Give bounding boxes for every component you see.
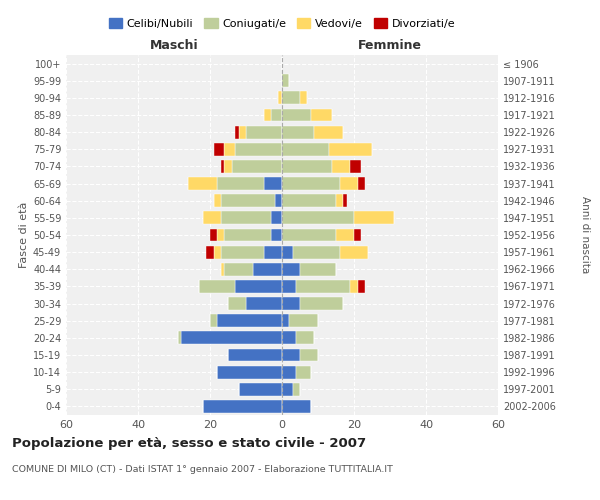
- Bar: [235, 280, 282, 293]
- Bar: [214, 143, 224, 156]
- Bar: [214, 194, 221, 207]
- Bar: [235, 126, 239, 138]
- Bar: [282, 92, 300, 104]
- Bar: [210, 314, 217, 327]
- Bar: [350, 280, 358, 293]
- Bar: [253, 263, 282, 276]
- Bar: [282, 160, 332, 173]
- Bar: [239, 383, 282, 396]
- Bar: [221, 194, 275, 207]
- Bar: [217, 314, 282, 327]
- Bar: [336, 194, 343, 207]
- Bar: [354, 212, 394, 224]
- Bar: [271, 108, 282, 122]
- Bar: [246, 126, 282, 138]
- Bar: [340, 177, 358, 190]
- Bar: [210, 228, 217, 241]
- Bar: [314, 126, 343, 138]
- Bar: [217, 177, 264, 190]
- Bar: [282, 108, 311, 122]
- Bar: [282, 332, 296, 344]
- Bar: [282, 297, 300, 310]
- Bar: [264, 108, 271, 122]
- Bar: [178, 332, 181, 344]
- Bar: [221, 212, 271, 224]
- Bar: [282, 74, 289, 87]
- Text: Maschi: Maschi: [149, 38, 199, 52]
- Bar: [329, 143, 372, 156]
- Bar: [282, 263, 300, 276]
- Bar: [332, 160, 350, 173]
- Bar: [282, 228, 336, 241]
- Bar: [228, 348, 282, 362]
- Bar: [271, 212, 282, 224]
- Bar: [282, 400, 311, 413]
- Bar: [282, 212, 354, 224]
- Bar: [282, 194, 336, 207]
- Bar: [203, 212, 221, 224]
- Bar: [224, 228, 271, 241]
- Bar: [278, 92, 282, 104]
- Bar: [293, 383, 300, 396]
- Bar: [275, 194, 282, 207]
- Bar: [239, 126, 246, 138]
- Bar: [217, 228, 224, 241]
- Bar: [293, 246, 340, 258]
- Bar: [282, 348, 300, 362]
- Bar: [206, 246, 214, 258]
- Bar: [199, 280, 235, 293]
- Bar: [221, 263, 224, 276]
- Bar: [221, 246, 264, 258]
- Bar: [336, 228, 354, 241]
- Bar: [358, 177, 365, 190]
- Text: Popolazione per età, sesso e stato civile - 2007: Popolazione per età, sesso e stato civil…: [12, 438, 366, 450]
- Bar: [354, 228, 361, 241]
- Text: Femmine: Femmine: [358, 38, 422, 52]
- Bar: [300, 297, 343, 310]
- Bar: [282, 366, 296, 378]
- Bar: [264, 177, 282, 190]
- Bar: [300, 348, 318, 362]
- Bar: [300, 263, 336, 276]
- Bar: [296, 332, 314, 344]
- Bar: [282, 177, 340, 190]
- Bar: [343, 194, 347, 207]
- Bar: [282, 314, 289, 327]
- Bar: [358, 280, 365, 293]
- Legend: Celibi/Nubili, Coniugati/e, Vedovi/e, Divorziati/e: Celibi/Nubili, Coniugati/e, Vedovi/e, Di…: [104, 14, 460, 34]
- Bar: [217, 366, 282, 378]
- Bar: [271, 228, 282, 241]
- Bar: [311, 108, 332, 122]
- Bar: [282, 143, 329, 156]
- Text: Anni di nascita: Anni di nascita: [580, 196, 590, 274]
- Bar: [296, 366, 311, 378]
- Bar: [246, 297, 282, 310]
- Bar: [282, 280, 296, 293]
- Bar: [224, 263, 253, 276]
- Bar: [289, 314, 318, 327]
- Bar: [232, 160, 282, 173]
- Bar: [264, 246, 282, 258]
- Bar: [188, 177, 217, 190]
- Y-axis label: Fasce di età: Fasce di età: [19, 202, 29, 268]
- Bar: [340, 246, 368, 258]
- Bar: [224, 143, 235, 156]
- Bar: [181, 332, 282, 344]
- Bar: [282, 246, 293, 258]
- Bar: [282, 126, 314, 138]
- Bar: [221, 160, 224, 173]
- Text: COMUNE DI MILO (CT) - Dati ISTAT 1° gennaio 2007 - Elaborazione TUTTITALIA.IT: COMUNE DI MILO (CT) - Dati ISTAT 1° genn…: [12, 466, 393, 474]
- Bar: [300, 92, 307, 104]
- Bar: [224, 160, 232, 173]
- Bar: [235, 143, 282, 156]
- Bar: [350, 160, 361, 173]
- Bar: [296, 280, 350, 293]
- Bar: [203, 400, 282, 413]
- Bar: [228, 297, 246, 310]
- Bar: [214, 246, 221, 258]
- Bar: [282, 383, 293, 396]
